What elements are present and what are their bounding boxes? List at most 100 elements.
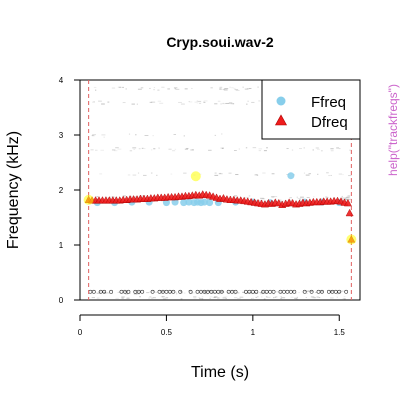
spectrogram-speck: [286, 148, 289, 150]
spectrogram-speck: [344, 197, 347, 199]
spectrogram-speck: [204, 293, 209, 295]
spectrogram-speck: [263, 150, 267, 152]
spectrogram-speck: [198, 102, 202, 104]
baseline-marker: [109, 289, 114, 294]
spectrogram-speck: [235, 292, 240, 294]
spectrogram-speck: [279, 200, 284, 202]
spectrogram-speck: [279, 199, 282, 201]
spectrogram-speck: [171, 290, 174, 292]
spectrogram-speck: [207, 290, 210, 292]
spectrogram-speck: [318, 297, 321, 299]
spectrogram-speck: [183, 292, 186, 294]
spectrogram-speck: [184, 88, 188, 90]
spectrogram-speck: [260, 293, 264, 295]
spectrogram-speck: [126, 297, 130, 299]
spectrogram-speck: [153, 148, 156, 150]
spectrogram-speck: [133, 293, 138, 295]
spectrogram-speck: [239, 296, 244, 298]
spectrogram-speck: [233, 149, 237, 151]
spectrogram-speck: [101, 290, 106, 292]
y-tick-label: 3: [59, 131, 64, 140]
spectrogram-speck: [229, 86, 231, 88]
spectrogram-speck: [258, 150, 262, 152]
spectrogram-speck: [96, 297, 100, 299]
ffreq-point: [287, 172, 295, 180]
spectrogram-speck: [224, 88, 229, 90]
spectrogram-speck: [136, 103, 138, 105]
spectrogram-speck: [100, 149, 104, 151]
spectrogram-speck: [221, 290, 225, 292]
spectrogram-speck: [151, 101, 156, 103]
spectrogram-speck: [121, 296, 125, 298]
spectrogram-speck: [90, 291, 93, 293]
spectrogram-speck: [214, 296, 217, 298]
baseline-marker: [195, 289, 200, 294]
highlight-point: [190, 171, 201, 182]
spectrogram-speck: [166, 298, 168, 300]
spectrogram-speck: [214, 103, 218, 105]
spectrogram-speck: [247, 100, 249, 102]
spectrogram-speck: [312, 297, 316, 299]
spectrogram-speck: [258, 200, 263, 202]
spectrogram-speck: [203, 100, 208, 102]
spectrogram-speck: [295, 298, 299, 300]
spectrogram-speck: [237, 297, 241, 299]
spectrogram-speck: [204, 101, 206, 103]
spectrogram-speck: [338, 148, 341, 150]
spectrogram-speck: [91, 135, 95, 137]
spectrogram-speck: [158, 148, 160, 150]
spectrogram-speck: [229, 292, 232, 294]
spectrogram-speck: [308, 290, 311, 292]
spectrogram-speck: [117, 291, 121, 293]
spectrogram-speck: [344, 198, 347, 200]
spectrogram-speck: [96, 196, 99, 198]
spectrogram-speck: [160, 290, 165, 292]
spectrogram-speck: [196, 102, 199, 104]
spectrogram-speck: [304, 290, 308, 292]
spectrogram-speck: [310, 290, 314, 292]
spectrogram-speck: [152, 290, 155, 292]
spectrogram-speck: [315, 292, 318, 294]
baseline-marker: [219, 289, 224, 294]
spectrogram-speck: [174, 88, 176, 90]
spectrogram-speck: [134, 290, 138, 292]
spectrogram-speck: [346, 196, 351, 198]
spectrogram-speck: [214, 134, 217, 136]
spectrogram-speck: [162, 298, 167, 300]
baseline-marker: [268, 289, 273, 294]
spectrogram-speck: [338, 173, 343, 175]
spectrogram-speck: [249, 87, 252, 89]
spectrogram-speck: [262, 198, 266, 200]
spectrogram-speck: [300, 196, 304, 198]
spectrogram-speck: [157, 100, 162, 102]
spectrogram-speck: [258, 100, 261, 102]
spectrogram-speck: [320, 150, 323, 152]
spectrogram-speck: [260, 198, 265, 200]
y-axis-label: Frequency (kHz): [5, 131, 22, 249]
spectrogram-speck: [149, 101, 153, 103]
spectrogram-speck: [122, 195, 126, 197]
spectrogram-speck: [230, 103, 234, 105]
spectrogram-speck: [138, 292, 140, 294]
spectrogram-speck: [128, 133, 131, 135]
spectrogram-speck: [199, 298, 202, 300]
spectrogram-speck: [173, 87, 178, 89]
spectrogram-speck: [108, 292, 110, 294]
spectrogram-speck: [222, 88, 225, 90]
spectrogram-speck: [281, 297, 286, 299]
baseline-marker: [337, 289, 342, 294]
spectrogram-speck: [111, 292, 113, 294]
spectrogram-speck: [233, 87, 236, 89]
spectrogram-speck: [153, 291, 156, 293]
spectrogram-speck: [193, 297, 197, 299]
spectrogram-speck: [245, 147, 248, 149]
spectrogram-speck: [113, 196, 118, 198]
spectrogram-speck: [162, 291, 164, 293]
spectrogram-speck: [227, 290, 229, 292]
spectrogram-speck: [313, 196, 315, 198]
spectrogram-speck: [280, 291, 282, 293]
spectrogram-speck: [207, 290, 210, 292]
spectrogram-speck: [244, 196, 248, 198]
spectrogram-speck: [254, 292, 259, 294]
spectrogram-speck: [234, 293, 237, 295]
